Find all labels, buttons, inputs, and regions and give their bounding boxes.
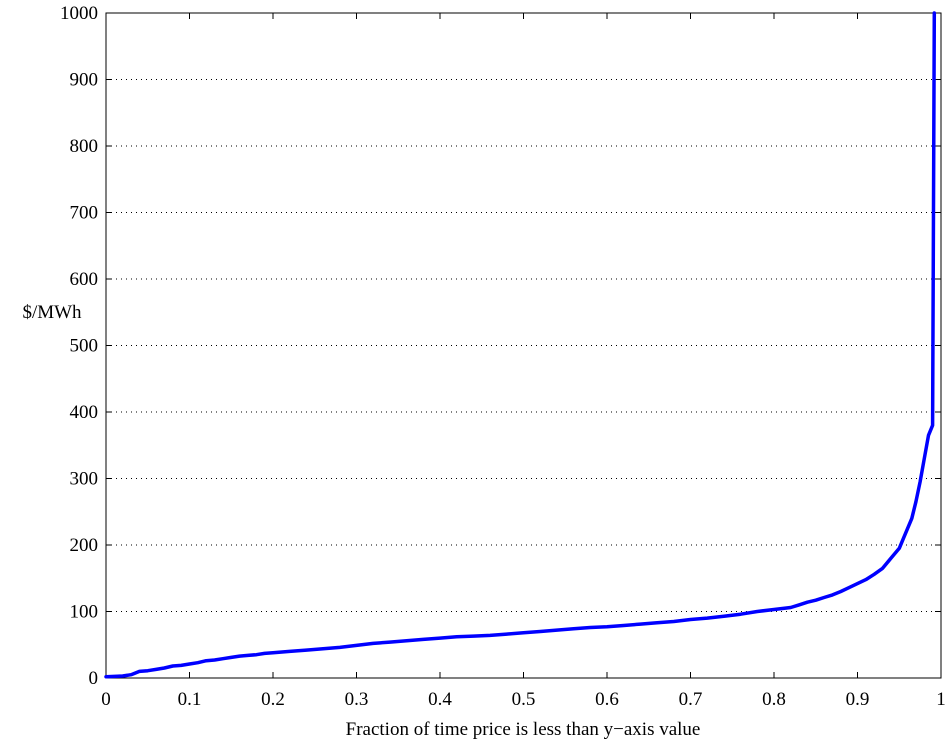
x-axis-label: Fraction of time price is less than y−ax… (346, 719, 701, 740)
x-tick-label: 0.9 (846, 689, 870, 710)
price-duration-line (104, 11, 937, 679)
y-tick-label: 1000 (60, 3, 98, 24)
y-tick-label: 900 (70, 70, 99, 91)
x-tick-label: 0.1 (178, 689, 202, 710)
x-tick-labels: 0 0.1 0.2 0.3 0.4 0.5 0.6 0.7 0.8 0.9 1 (101, 689, 946, 710)
x-tick-label: 0.8 (762, 689, 786, 710)
y-tick-label: 100 (70, 602, 99, 623)
x-tick-label: 0.7 (679, 689, 703, 710)
y-tick-label: 500 (70, 336, 99, 357)
x-tick-label: 0.3 (345, 689, 369, 710)
y-tick-label: 400 (70, 402, 99, 423)
y-tick-labels: 0 100 200 300 400 500 600 700 800 900 1000 (60, 3, 98, 689)
y-tick-label: 200 (70, 535, 99, 556)
x-tick-label: 0.2 (261, 689, 285, 710)
y-tick-label: 300 (70, 469, 99, 490)
x-tick-label: 0.5 (512, 689, 536, 710)
x-tick-label: 0 (101, 689, 111, 710)
y-axis-label: $/MWh (22, 302, 82, 323)
x-tick-label: 0.4 (428, 689, 452, 710)
x-tick-label: 1 (936, 689, 946, 710)
x-tick-label: 0.6 (595, 689, 619, 710)
y-tick-label: 700 (70, 203, 99, 224)
y-tick-label: 0 (89, 668, 99, 689)
y-tick-label: 800 (70, 136, 99, 157)
gridlines (106, 79, 941, 612)
y-tick-label: 600 (70, 269, 99, 290)
